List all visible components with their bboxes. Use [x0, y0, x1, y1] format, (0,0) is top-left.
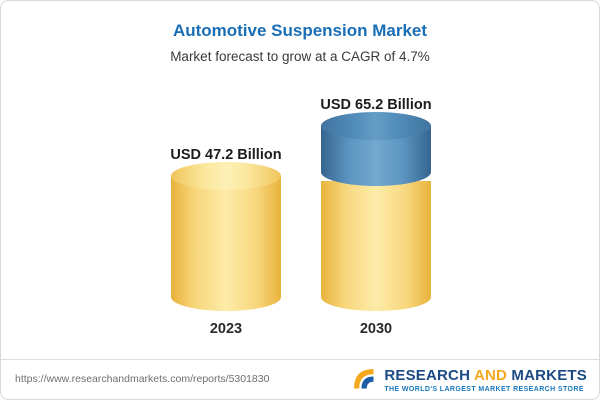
value-label-2023: USD 47.2 Billion	[170, 147, 282, 163]
cylinder-top	[171, 162, 281, 190]
category-label-2030: 2030	[359, 321, 393, 337]
logo-word-markets: MARKETS	[511, 366, 587, 384]
logo-text: RESEARCH AND MARKETS THE WORLD'S LARGEST…	[384, 366, 587, 394]
researchandmarkets-logo[interactable]: RESEARCH AND MARKETS THE WORLD'S LARGEST…	[348, 363, 587, 398]
logo-word-research: RESEARCH	[384, 366, 471, 384]
value-label-2030: USD 65.2 Billion	[320, 97, 432, 113]
cylinder-body	[321, 181, 431, 311]
footer-divider	[1, 359, 599, 360]
chart-title: Automotive Suspension Market	[172, 21, 428, 40]
logo-tagline: THE WORLD'S LARGEST MARKET RESEARCH STOR…	[384, 386, 584, 394]
cylinder-body	[171, 176, 281, 311]
chart-subtitle: Market forecast to grow at a CAGR of 4.7…	[170, 49, 430, 64]
cylinder-top	[321, 112, 431, 140]
bar-cylinder-2030-base	[321, 167, 431, 311]
researchandmarkets-logo-icon	[348, 363, 378, 398]
logo-word-and: AND	[473, 366, 508, 384]
bar-cylinder-2023	[171, 162, 281, 311]
bar-cylinder-2030-growth	[321, 112, 431, 186]
category-label-2023: 2023	[209, 321, 243, 337]
logo-wordmark: RESEARCH AND MARKETS	[384, 366, 587, 385]
source-url-link[interactable]: https://www.researchandmarkets.com/repor…	[15, 373, 270, 385]
